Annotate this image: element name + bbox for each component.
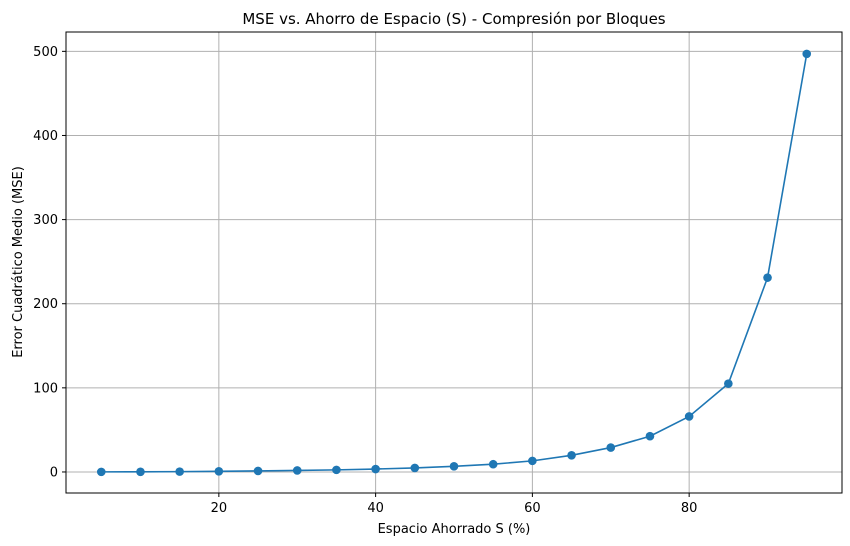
y-tick-label: 400	[33, 129, 58, 144]
data-point	[371, 464, 380, 474]
data-point	[684, 412, 694, 421]
data-point	[410, 463, 420, 473]
series-line	[101, 53, 808, 473]
data-point	[724, 379, 733, 388]
y-tick-label: 500	[33, 45, 58, 60]
chart-title: MSE vs. Ahorro de Espacio (S) - Compresi…	[242, 10, 665, 28]
x-tick-label: 60	[524, 501, 541, 516]
x-axis-ticks: 20 40 60 80	[211, 493, 698, 516]
y-tick-label: 300	[33, 213, 58, 228]
x-tick-label: 40	[367, 501, 384, 516]
data-point	[449, 462, 459, 471]
grid	[66, 32, 842, 493]
data-point	[175, 467, 184, 476]
data-point	[253, 466, 263, 476]
data-point	[332, 465, 341, 475]
y-tick-label: 100	[33, 381, 58, 396]
y-tick-label: 0	[50, 465, 58, 480]
data-point	[802, 49, 812, 59]
series-points	[96, 49, 812, 477]
data-point	[214, 466, 224, 476]
data-point	[645, 431, 655, 441]
y-axis-label: Error Cuadrático Medio (MSE)	[11, 166, 26, 358]
data-point	[96, 467, 106, 477]
series-polyline	[101, 53, 808, 473]
data-point	[528, 456, 537, 466]
data-point	[292, 466, 302, 475]
data-point	[763, 273, 772, 282]
data-point	[136, 467, 145, 477]
plot-frame	[65, 31, 843, 494]
data-point	[606, 443, 616, 452]
data-point	[488, 459, 498, 469]
y-tick-label: 200	[33, 297, 58, 312]
x-axis-label: Espacio Ahorrado S (%)	[378, 522, 531, 537]
x-tick-label: 20	[211, 501, 228, 516]
x-tick-label: 80	[681, 501, 698, 516]
y-axis-ticks: 0 100 200 300 400 500	[33, 45, 66, 480]
data-point	[567, 451, 576, 460]
